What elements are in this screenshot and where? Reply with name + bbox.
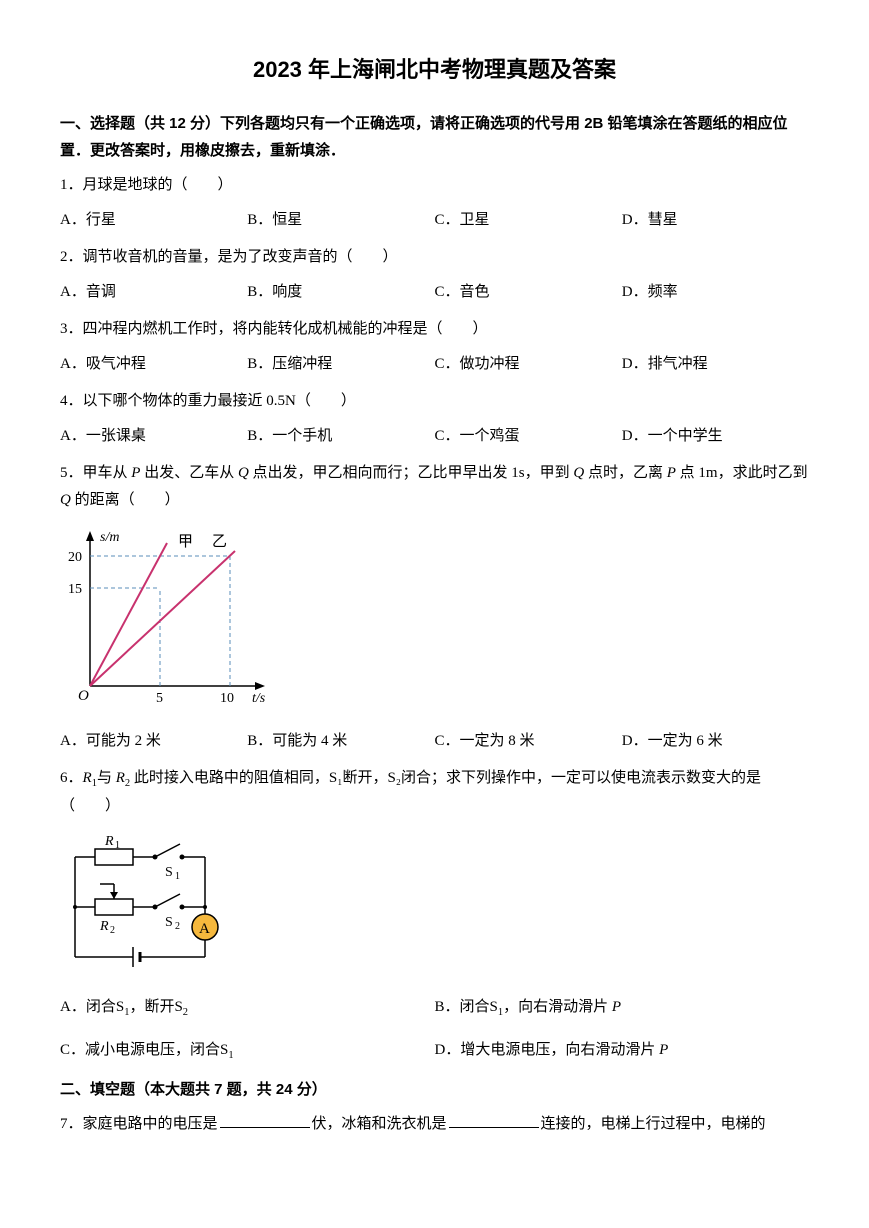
page-title: 2023 年上海闸北中考物理真题及答案: [60, 50, 809, 90]
q3-option-c: C．做功冲程: [435, 351, 622, 378]
section-1-header: 一、选择题（共 12 分）下列各题均只有一个正确选项，请将正确选项的代号用 2B…: [60, 110, 809, 164]
chart-ytick-20: 20: [68, 550, 82, 565]
svg-text:S: S: [165, 865, 173, 880]
q1-option-a: A．行星: [60, 207, 247, 234]
q5-text-3: 点出发，甲乙相向而行；乙比甲早出发 1s，甲到: [249, 465, 574, 481]
q4-option-d: D．一个中学生: [622, 423, 809, 450]
svg-text:R: R: [104, 834, 114, 849]
chart-ytick-15: 15: [68, 582, 82, 597]
q4-option-b: B．一个手机: [247, 423, 434, 450]
q3-option-b: B．压缩冲程: [247, 351, 434, 378]
q6-text-main: 此时接入电路中的阻值相同，S₁断开，S₂闭合；求下列操作中，一定可以使电流表示数…: [60, 770, 761, 815]
q1-text: 1．月球是地球的（ ）: [60, 172, 809, 199]
q2-option-c: C．音色: [435, 279, 622, 306]
chart-label-jia: 甲: [178, 534, 193, 550]
q5-chart: s/m t/s O 20 15 5 10 甲 乙: [60, 526, 809, 716]
q5-option-d: D．一定为 6 米: [622, 728, 809, 755]
svg-text:S: S: [165, 915, 173, 930]
blank-2: [449, 1113, 539, 1128]
q2-text: 2．调节收音机的音量，是为了改变声音的（ ）: [60, 244, 809, 271]
svg-text:2: 2: [110, 925, 115, 936]
question-4: 4．以下哪个物体的重力最接近 0.5N（ ） A．一张课桌 B．一个手机 C．一…: [60, 388, 809, 450]
q7-text-1: 7．家庭电路中的电压是: [60, 1116, 218, 1132]
q4-text: 4．以下哪个物体的重力最接近 0.5N（ ）: [60, 388, 809, 415]
q6-text: 6．R1与 R2 此时接入电路中的阻值相同，S₁断开，S₂闭合；求下列操作中，一…: [60, 765, 809, 821]
q2-option-d: D．频率: [622, 279, 809, 306]
q3-option-d: D．排气冲程: [622, 351, 809, 378]
q5-text-4: 点时，乙离: [584, 465, 667, 481]
chart-ylabel: s/m: [100, 530, 119, 545]
chart-origin: O: [78, 688, 89, 704]
question-7: 7．家庭电路中的电压是 伏，冰箱和洗衣机是 连接的，电梯上行过程中，电梯的: [60, 1111, 809, 1138]
chart-xtick-5: 5: [156, 691, 163, 706]
svg-text:1: 1: [115, 840, 120, 851]
q5-text-1: 5．甲车从: [60, 465, 131, 481]
question-6: 6．R1与 R2 此时接入电路中的阻值相同，S₁断开，S₂闭合；求下列操作中，一…: [60, 765, 809, 1067]
q4-option-c: C．一个鸡蛋: [435, 423, 622, 450]
chart-xtick-10: 10: [220, 691, 234, 706]
st-chart-svg: s/m t/s O 20 15 5 10 甲 乙: [60, 526, 280, 716]
q6-option-b: B．闭合S1，向右滑动滑片 P: [435, 994, 810, 1023]
svg-text:2: 2: [175, 921, 180, 932]
q1-option-d: D．彗星: [622, 207, 809, 234]
q7-text-2: 伏，冰箱和洗衣机是: [312, 1116, 447, 1132]
question-1: 1．月球是地球的（ ） A．行星 B．恒星 C．卫星 D．彗星: [60, 172, 809, 234]
q4-option-a: A．一张课桌: [60, 423, 247, 450]
q5-text-6: 的距离（ ）: [71, 492, 180, 508]
q6-option-c: C．减小电源电压，闭合S1: [60, 1037, 435, 1066]
q7-text-3: 连接的，电梯上行过程中，电梯的: [541, 1116, 766, 1132]
q2-option-b: B．响度: [247, 279, 434, 306]
question-5: 5．甲车从 P 出发、乙车从 Q 点出发，甲乙相向而行；乙比甲早出发 1s，甲到…: [60, 460, 809, 755]
q6-option-a: A．闭合S1，断开S2: [60, 994, 435, 1023]
svg-text:1: 1: [175, 871, 180, 882]
blank-1: [220, 1113, 310, 1128]
svg-text:R: R: [99, 919, 109, 934]
circuit-svg: R1 S1 R2 S2 A: [60, 832, 240, 982]
q3-text: 3．四冲程内燃机工作时，将内能转化成机械能的冲程是（ ）: [60, 316, 809, 343]
q5-text-2: 出发、乙车从: [140, 465, 238, 481]
q1-option-c: C．卫星: [435, 207, 622, 234]
question-3: 3．四冲程内燃机工作时，将内能转化成机械能的冲程是（ ） A．吸气冲程 B．压缩…: [60, 316, 809, 378]
q6-circuit: R1 S1 R2 S2 A: [60, 832, 809, 982]
q5-option-c: C．一定为 8 米: [435, 728, 622, 755]
ammeter-label: A: [199, 921, 210, 937]
q5-text-5: 点 1m，求此时乙到: [676, 465, 808, 481]
section-2-header: 二、填空题（本大题共 7 题，共 24 分）: [60, 1076, 809, 1103]
question-2: 2．调节收音机的音量，是为了改变声音的（ ） A．音调 B．响度 C．音色 D．…: [60, 244, 809, 306]
chart-xlabel: t/s: [252, 691, 266, 706]
q7-text: 7．家庭电路中的电压是 伏，冰箱和洗衣机是 连接的，电梯上行过程中，电梯的: [60, 1111, 809, 1138]
q1-option-b: B．恒星: [247, 207, 434, 234]
q5-option-b: B．可能为 4 米: [247, 728, 434, 755]
q3-option-a: A．吸气冲程: [60, 351, 247, 378]
q2-option-a: A．音调: [60, 279, 247, 306]
q6-option-d: D．增大电源电压，向右滑动滑片 P: [435, 1037, 810, 1066]
q5-option-a: A．可能为 2 米: [60, 728, 247, 755]
q5-text: 5．甲车从 P 出发、乙车从 Q 点出发，甲乙相向而行；乙比甲早出发 1s，甲到…: [60, 460, 809, 514]
chart-label-yi: 乙: [212, 534, 227, 550]
